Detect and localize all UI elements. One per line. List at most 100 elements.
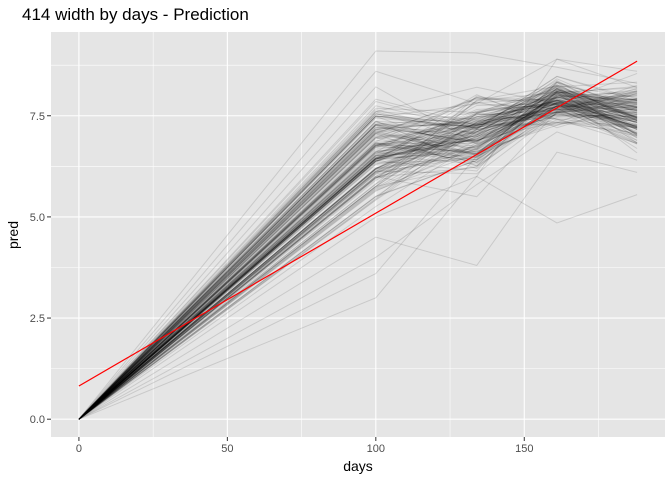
prediction-series-line (78, 91, 638, 420)
prediction-series-line (78, 75, 638, 420)
x-tick-label: 150 (515, 443, 533, 455)
prediction-series-line (78, 112, 638, 420)
prediction-series-line (78, 104, 638, 420)
prediction-series-line (78, 87, 638, 420)
prediction-series-line (78, 111, 638, 420)
prediction-series-line (78, 92, 638, 420)
prediction-series-line (78, 93, 638, 420)
x-tick-label: 0 (76, 443, 82, 455)
prediction-series-line (78, 101, 638, 420)
prediction-series-line (78, 89, 638, 420)
prediction-series-line (78, 109, 638, 420)
prediction-series-line (78, 116, 638, 420)
prediction-series-line (78, 114, 638, 420)
prediction-series-line (78, 103, 638, 420)
prediction-series-line (78, 91, 638, 420)
prediction-series-line (78, 104, 638, 420)
prediction-series-line (78, 78, 638, 420)
prediction-series-line (78, 119, 638, 420)
prediction-series-line (78, 98, 638, 420)
x-axis-title: days (343, 458, 373, 474)
prediction-series-line (78, 84, 638, 420)
prediction-series-line (78, 90, 638, 420)
prediction-series-line (78, 99, 638, 420)
prediction-series-line (78, 93, 638, 420)
prediction-series-line (78, 114, 638, 420)
prediction-series-line (78, 88, 638, 420)
prediction-series-line (78, 79, 638, 420)
y-tick-label: 7.5 (30, 111, 45, 123)
prediction-series-line (78, 85, 638, 420)
prediction-series-line (78, 97, 638, 420)
prediction-series-line (78, 100, 638, 420)
prediction-series-line (78, 81, 638, 420)
prediction-series-line (78, 89, 638, 420)
prediction-series-line (78, 99, 638, 420)
prediction-series-line (78, 90, 638, 420)
prediction-series-line (78, 89, 638, 420)
prediction-series-line (78, 91, 638, 420)
prediction-series-line (78, 111, 638, 420)
prediction-series-line (78, 103, 638, 420)
prediction-series-line (78, 99, 638, 420)
prediction-series-line (78, 105, 638, 420)
prediction-series-line (78, 101, 638, 420)
prediction-series-line (78, 113, 638, 420)
prediction-series-line (78, 94, 638, 420)
prediction-series-line (78, 96, 638, 420)
prediction-series-line (78, 108, 638, 420)
prediction-series-line (78, 92, 638, 420)
prediction-series-line (78, 97, 638, 420)
prediction-series-line (78, 90, 638, 420)
prediction-series-line (78, 84, 638, 420)
prediction-series-line (78, 72, 638, 420)
prediction-series-line (78, 103, 638, 420)
fit-line (78, 60, 638, 387)
prediction-series-line (78, 108, 638, 420)
prediction-series-line (78, 105, 638, 420)
prediction-series-line (78, 102, 638, 420)
prediction-series-line (78, 96, 638, 420)
prediction-series-line (78, 100, 638, 420)
prediction-series-line (78, 90, 638, 420)
prediction-series-line (78, 101, 638, 420)
prediction-series-line (78, 131, 638, 420)
prediction-series-line (78, 95, 638, 420)
axes-group: 0 50 100 150 0.0 2.5 5.0 7.5 (30, 111, 534, 455)
prediction-series-line (78, 93, 638, 420)
prediction-series-line (78, 96, 638, 420)
prediction-series-line (78, 88, 638, 420)
prediction-series-line (78, 99, 638, 420)
prediction-series-line (78, 87, 638, 420)
prediction-series-line (78, 103, 638, 420)
prediction-series-line (78, 99, 638, 420)
prediction-series-line (78, 81, 638, 420)
chart-title: 414 width by days - Prediction (22, 5, 249, 24)
prediction-series-line (78, 86, 638, 420)
prediction-series-line (78, 101, 638, 420)
prediction-series-line (78, 95, 638, 420)
prediction-series-line (78, 97, 638, 420)
prediction-series-line (78, 58, 638, 420)
prediction-series-line (78, 92, 638, 420)
prediction-series-line (78, 97, 638, 420)
prediction-series-line (78, 98, 638, 420)
prediction-series-line (78, 106, 638, 420)
prediction-series-line (78, 106, 638, 420)
prediction-series-line (78, 101, 638, 420)
prediction-series-line (78, 86, 638, 420)
prediction-series-line (78, 111, 638, 420)
prediction-series-line (78, 100, 638, 420)
prediction-series-line (78, 108, 638, 420)
prediction-series-line (78, 90, 638, 420)
prediction-series-line (78, 94, 638, 420)
prediction-series-line (78, 102, 638, 420)
prediction-series-line (78, 58, 638, 420)
prediction-series-line (78, 87, 638, 420)
prediction-series-line (78, 99, 638, 420)
prediction-series-line (78, 105, 638, 420)
prediction-series-group (78, 50, 638, 420)
prediction-series-line (78, 92, 638, 420)
prediction-series-line (78, 113, 638, 420)
